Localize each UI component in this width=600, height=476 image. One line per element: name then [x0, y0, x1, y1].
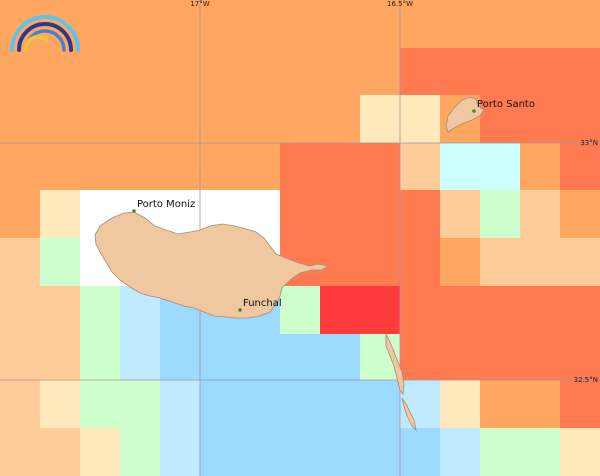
grid-cell: [0, 238, 40, 476]
grid-cell: [40, 238, 80, 286]
place-label-funchal[interactable]: Funchal: [243, 298, 282, 309]
place-label-porto-moniz[interactable]: Porto Moniz: [137, 199, 195, 210]
grid-cell: [40, 190, 80, 238]
grid-cell: [440, 143, 520, 190]
grid-cell: [440, 238, 480, 286]
logo-arc-core: [23, 34, 48, 52]
grid-cell: [320, 286, 400, 334]
grid-cell: [40, 428, 80, 476]
grid-cell: [360, 95, 400, 143]
grid-cell: [560, 428, 600, 476]
logo-arc-outer: [10, 15, 80, 52]
grid-cell: [480, 380, 560, 428]
rainbow-arc-logo-icon: [10, 15, 80, 52]
land: [94, 96, 485, 432]
grid-cell: [400, 95, 440, 143]
grid-cell: [520, 143, 560, 190]
place-marker-porto-moniz[interactable]: [132, 209, 136, 213]
grid-cell: [80, 428, 120, 476]
grid-cell: [480, 238, 600, 286]
lon-label-17w: 17°W: [190, 0, 209, 8]
grid-cell: [120, 380, 160, 476]
grid-cell: [360, 380, 400, 476]
grid-cell: [440, 428, 480, 476]
place-label-porto-santo[interactable]: Porto Santo: [477, 99, 535, 110]
place-marker-funchal[interactable]: [238, 308, 242, 312]
grid-cell: [280, 286, 320, 334]
desertas-islet-south: [401, 397, 417, 432]
place-marker-porto-santo[interactable]: [472, 109, 476, 113]
grid-cell: [40, 286, 80, 380]
grid-cell: [520, 190, 560, 238]
axis-labels: 17°W 16.5°W 33°N 32.5°N: [190, 0, 598, 384]
madeira-island: [94, 211, 330, 319]
grid-cell: [440, 190, 480, 238]
grid-cell: [560, 190, 600, 238]
grid-cell: [560, 143, 600, 190]
lon-label-16-5w: 16.5°W: [387, 0, 413, 8]
logo-arc-mid: [17, 22, 73, 52]
grid-cell: [0, 190, 40, 238]
grid-cell: [400, 428, 440, 476]
porto-santo-island: [445, 96, 485, 133]
grid-cell: [440, 286, 600, 380]
grid-cell: [400, 380, 440, 428]
grid-cell: [40, 380, 80, 428]
places: Porto Santo Porto Moniz Funchal: [132, 99, 535, 312]
grid-cell: [480, 428, 560, 476]
desertas-islet-north: [385, 333, 405, 396]
grid-cell: [400, 190, 440, 380]
grid-cell: [560, 380, 600, 428]
grid-cell: [400, 143, 440, 190]
grid-cell: [120, 286, 160, 381]
lat-label-32-5n: 32.5°N: [574, 376, 598, 384]
grid-cell: [280, 334, 360, 476]
grid-cell: [280, 143, 400, 286]
grid-cell: [480, 190, 520, 238]
grid-cell: [160, 380, 200, 476]
lat-label-33n: 33°N: [580, 139, 598, 147]
grid-cell: [440, 380, 480, 428]
